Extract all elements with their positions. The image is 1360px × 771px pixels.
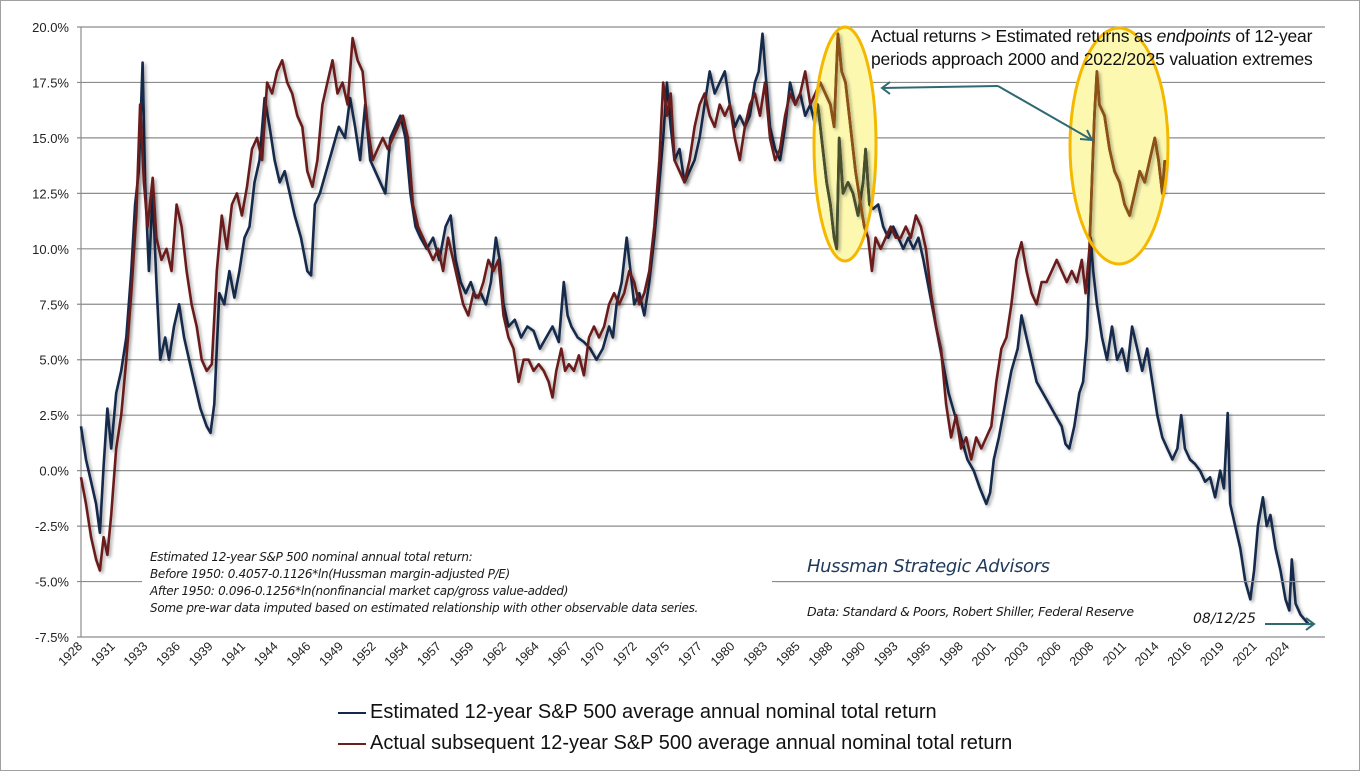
formula-line: Before 1950: 0.4057-0.1126*ln(Hussman ma… (150, 567, 510, 581)
formula-note: Estimated 12-year S&P 500 nominal annual… (150, 549, 698, 617)
annotation-arrow-right (997, 85, 1093, 141)
legend-swatch-actual (338, 742, 366, 745)
x-tick-label: 2019 (1197, 639, 1227, 669)
x-tick-label: 1957 (414, 639, 444, 669)
brand-label: Hussman Strategic Advisors (807, 556, 1050, 577)
annotation-text: Actual returns > Estimated returns as en… (871, 25, 1313, 71)
x-tick-label: 1939 (186, 639, 216, 669)
x-tick-label: 1964 (512, 639, 542, 669)
x-tick-label: 2021 (1230, 639, 1260, 669)
gridline-mask (142, 579, 772, 585)
y-axis: 20.0% 17.5% 15.0% 12.5% 10.0% 7.5% 5.0% 2.5% 0.0… (32, 20, 69, 645)
x-tick-label: 2011 (1100, 639, 1129, 668)
x-tick-label: 2003 (1002, 639, 1032, 669)
x-tick-label: 1944 (251, 639, 281, 669)
x-tick-label: 1998 (936, 639, 966, 669)
y-tick-label: 12.5% (32, 186, 69, 201)
highlight-ellipse-fill (1070, 28, 1168, 264)
x-tick-label: 1985 (773, 639, 803, 669)
legend-item-estimated: Estimated 12-year S&P 500 average annual… (338, 697, 1012, 728)
annotation-line1-post: of 12-year (1230, 26, 1313, 46)
x-tick-label: 1993 (871, 639, 901, 669)
legend-item-actual: Actual subsequent 12-year S&P 500 averag… (338, 728, 1012, 759)
x-tick-label: 1954 (382, 639, 412, 669)
y-tick-label: 15.0% (32, 131, 69, 146)
y-tick-label: 20.0% (32, 20, 69, 35)
formula-line: Some pre-war data imputed based on estim… (150, 601, 699, 615)
x-tick-label: 1983 (741, 639, 771, 669)
x-tick-label: 1933 (121, 639, 151, 669)
y-tick-label: 0.0% (39, 464, 69, 479)
x-tick-label: 1988 (806, 639, 836, 669)
y-tick-label: -2.5% (35, 519, 69, 534)
highlight-ellipse (1068, 26, 1170, 266)
x-tick-label: 1936 (153, 639, 183, 669)
x-tick-label: 2008 (1067, 639, 1097, 669)
x-tick-label: 1931 (88, 639, 118, 669)
y-tick-label: 7.5% (39, 297, 69, 312)
x-tick-label: 2024 (1263, 639, 1293, 669)
annotation-arrows (776, 81, 1325, 631)
x-tick-label: 1970 (578, 639, 608, 669)
x-tick-label: 1967 (545, 639, 575, 669)
x-tick-label: 2006 (1034, 639, 1064, 669)
x-tick-label: 1977 (675, 639, 705, 669)
x-tick-label: 1952 (349, 639, 379, 669)
legend: Estimated 12-year S&P 500 average annual… (338, 697, 1012, 759)
series-line-actual (79, 32, 1167, 572)
x-tick-label: 1959 (447, 639, 477, 669)
series-line-actual-highlight (814, 32, 876, 261)
data-source: Data: Standard & Poors, Robert Shiller, … (807, 604, 1134, 619)
series-lines (79, 32, 1310, 625)
legend-label-estimated: Estimated 12-year S&P 500 average annual… (370, 701, 937, 723)
y-tick-label: -5.0% (35, 575, 69, 590)
x-tick-label: 1975 (643, 639, 673, 669)
x-tick-label: 1980 (708, 639, 738, 669)
annotation-arrow-left (881, 85, 999, 89)
legend-swatch-estimated (338, 711, 366, 714)
legend-label-actual: Actual subsequent 12-year S&P 500 averag… (370, 732, 1013, 754)
x-tick-label: 1946 (284, 639, 314, 669)
x-tick-label: 1941 (219, 639, 249, 669)
formula-line: Estimated 12-year S&P 500 nominal annual… (150, 550, 473, 564)
annotation-line2: periods approach 2000 and 2022/2025 valu… (871, 49, 1313, 69)
y-tick-label: -7.5% (35, 630, 69, 645)
end-date-arrowhead (1305, 617, 1316, 631)
x-tick-label: 1949 (317, 639, 347, 669)
arrowhead-right (1079, 129, 1094, 142)
x-axis: 1928 1931 1933 1936 1939 1941 1944 1946 1949 1952… (56, 639, 1293, 669)
annotation-line1-pre: Actual returns > Estimated returns as (871, 26, 1157, 46)
y-tick-label: 10.0% (32, 242, 69, 257)
x-tick-label: 1990 (838, 639, 868, 669)
arrowhead-left (880, 81, 891, 95)
series-line-actual-highlight (1070, 32, 1167, 264)
annotation-line1-em: endpoints (1156, 26, 1231, 46)
x-tick-label: 1995 (904, 639, 934, 669)
y-tick-label: 5.0% (39, 353, 69, 368)
x-tick-label: 2016 (1165, 639, 1195, 669)
x-tick-label: 1962 (480, 639, 510, 669)
highlight-ellipse-outlines (812, 25, 1170, 266)
x-tick-label: 1972 (610, 639, 640, 669)
x-tick-label: 2014 (1132, 639, 1162, 669)
formula-line: After 1950: 0.096-0.1256*ln(nonfinancial… (150, 584, 569, 598)
series-line-estimated (79, 32, 1310, 625)
y-tick-label: 2.5% (39, 408, 69, 423)
end-date-label: 08/12/25 (1193, 611, 1256, 627)
x-tick-label: 2001 (969, 639, 999, 669)
y-tick-label: 17.5% (32, 75, 69, 90)
highlight-ellipse (812, 25, 878, 263)
